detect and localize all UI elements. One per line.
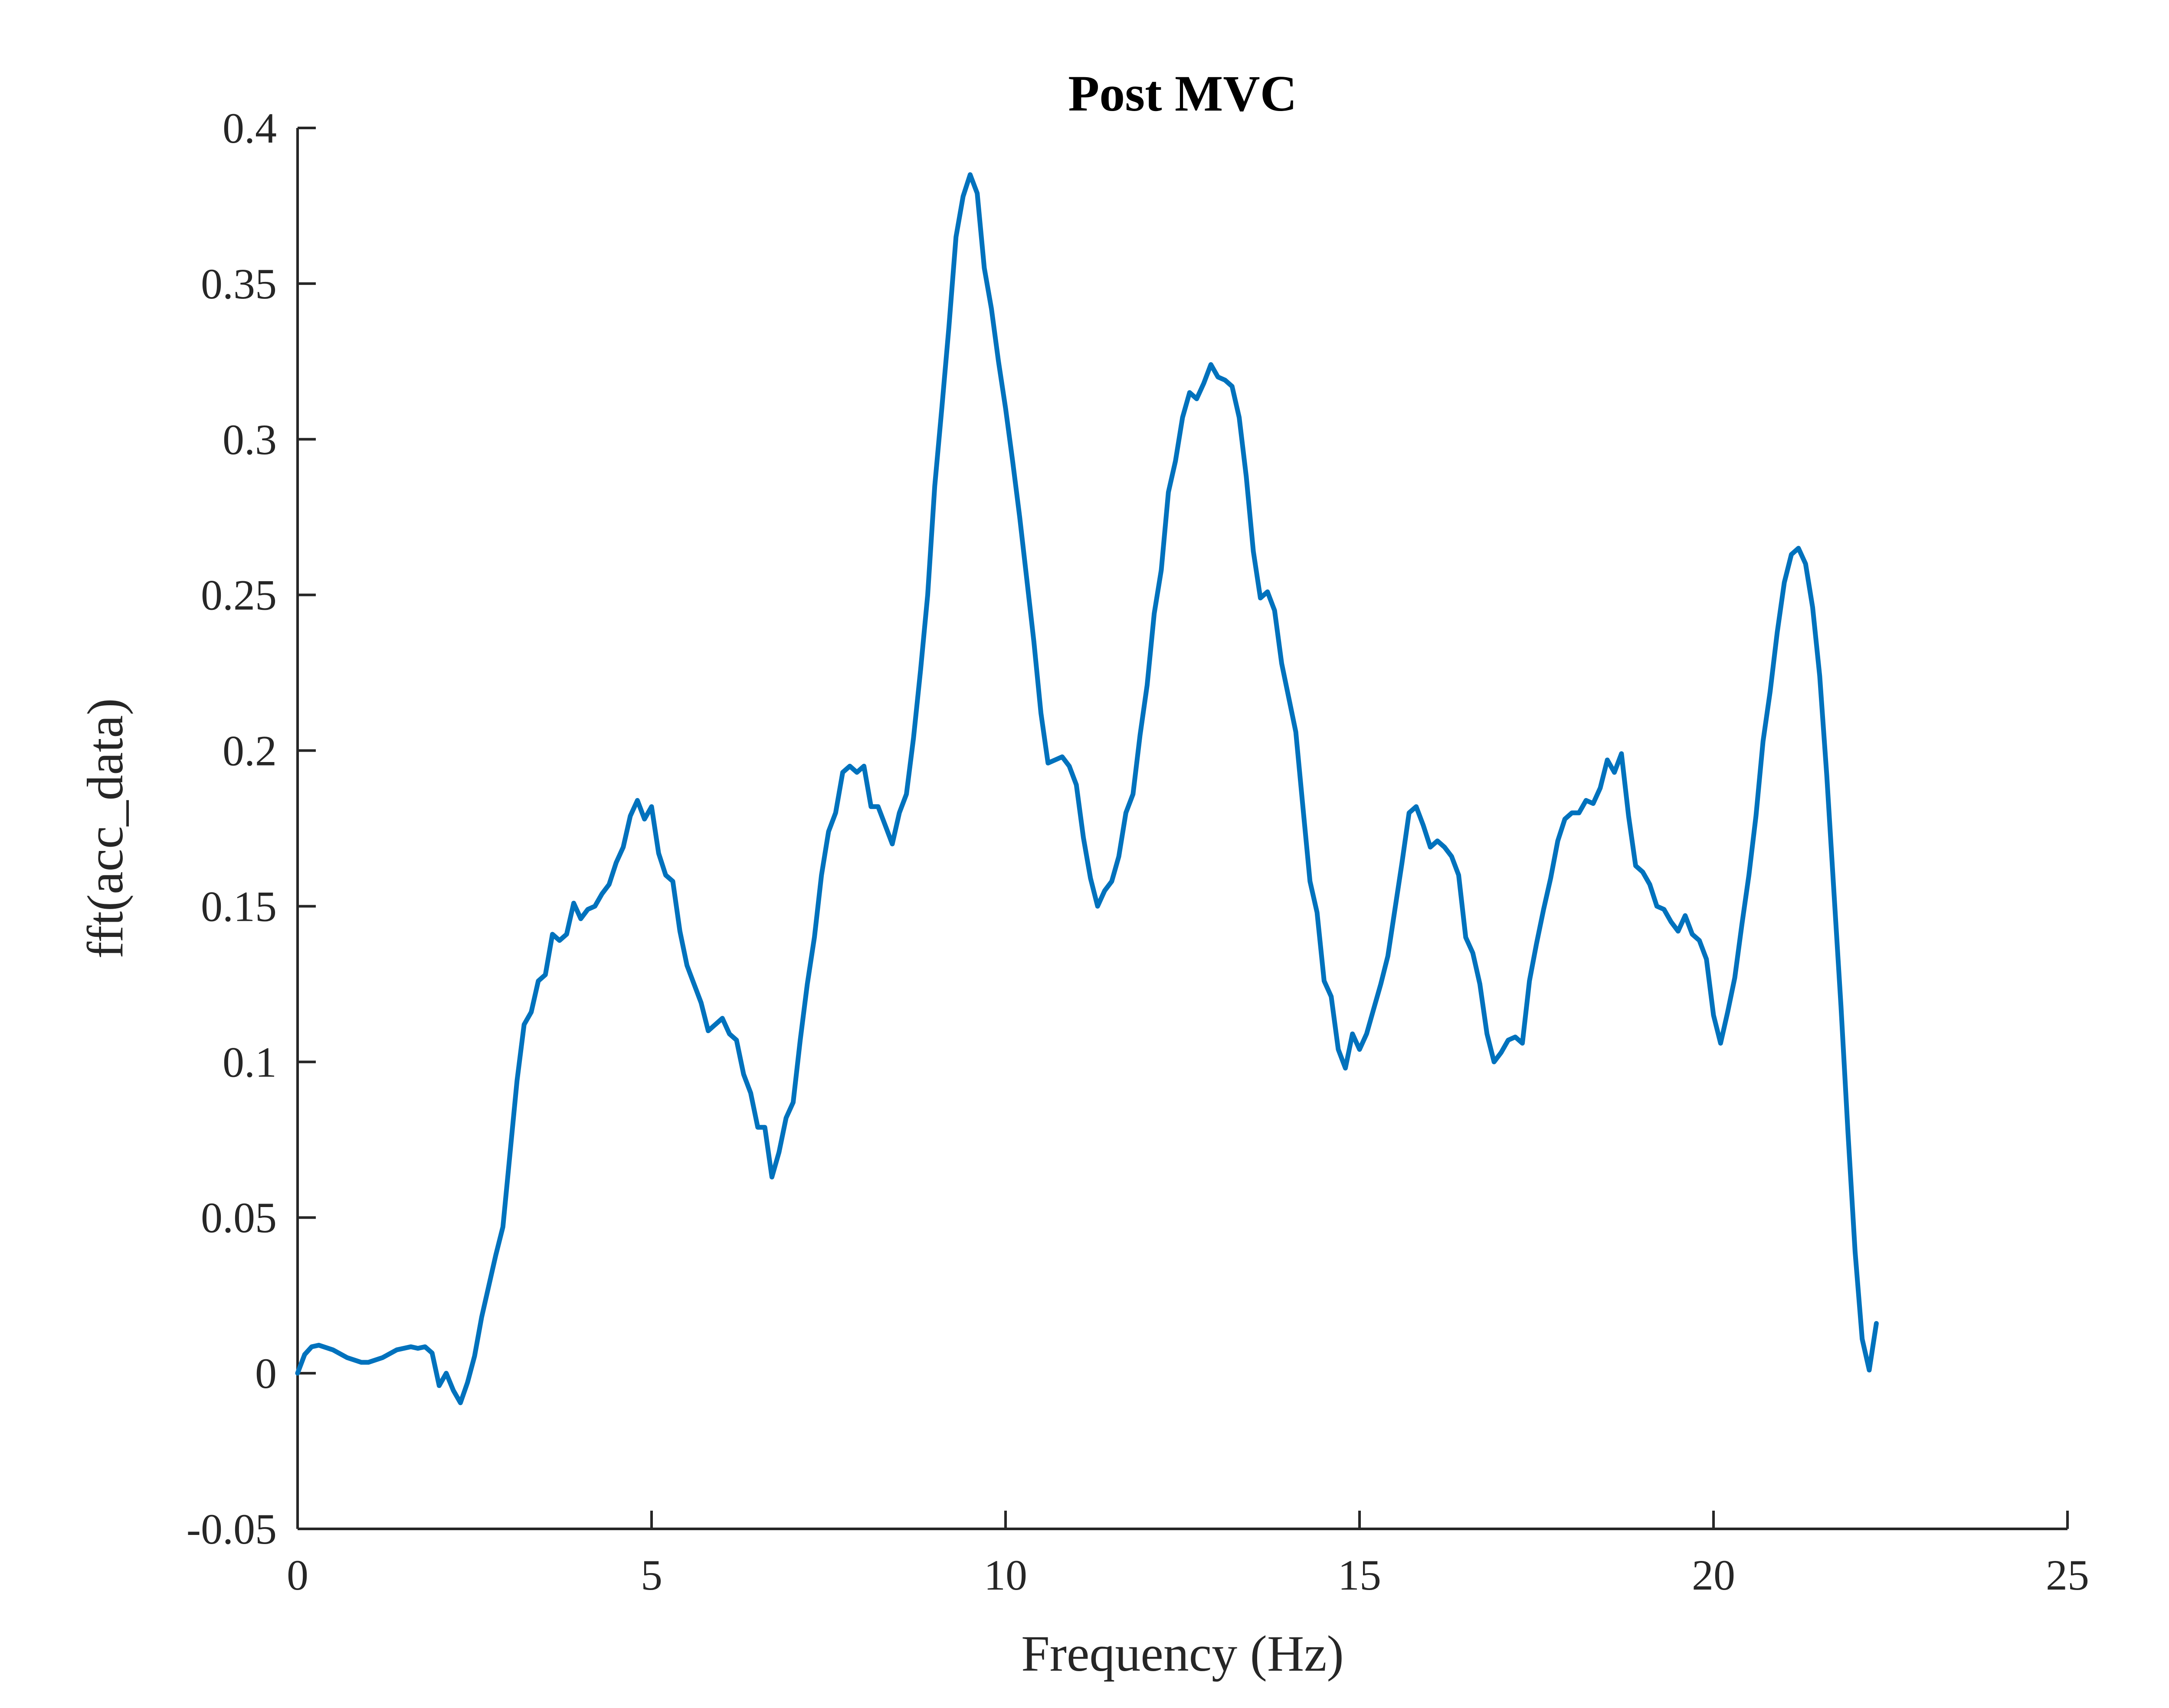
y-tick-label: 0.1: [223, 1038, 277, 1086]
y-tick-label: 0.35: [201, 260, 277, 308]
y-tick-label: 0.2: [223, 727, 277, 775]
y-tick-label: 0.3: [223, 416, 277, 464]
y-axis-label: fft(acc_data): [77, 698, 134, 959]
x-tick-label: 10: [984, 1551, 1027, 1599]
y-tick-label: 0.05: [201, 1194, 277, 1242]
series-line: [295, 172, 1879, 1405]
y-tick-label: -0.05: [187, 1505, 277, 1553]
x-tick-label: 20: [1692, 1551, 1735, 1599]
y-tick-label: 0: [255, 1349, 277, 1397]
x-tick-label: 15: [1338, 1551, 1381, 1599]
x-tick-label: 0: [287, 1551, 308, 1599]
x-axis-label: Frequency (Hz): [1021, 1625, 1344, 1682]
y-tick-label: 0.25: [201, 571, 277, 619]
y-tick-label: 0.4: [223, 104, 277, 152]
axes: [296, 128, 2067, 1530]
y-ticks: -0.05 0 0.05 0.1 0.15 0.2 0.25 0.3 0.35 0.4: [187, 104, 316, 1553]
x-ticks: 0 5 10 15 20 25: [287, 1511, 2089, 1599]
chart-title: Post MVC: [1068, 65, 1297, 122]
x-tick-label: 5: [641, 1551, 662, 1599]
x-tick-label: 25: [2046, 1551, 2089, 1599]
y-tick-label: 0.15: [201, 882, 277, 930]
